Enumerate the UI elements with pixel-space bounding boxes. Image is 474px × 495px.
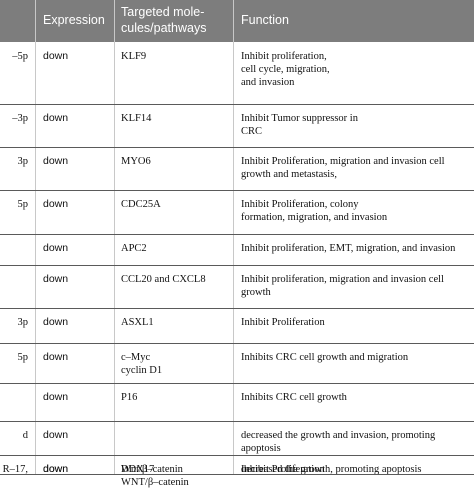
mirna-name-cell: 3p — [0, 308, 30, 343]
row-divider — [0, 190, 474, 191]
function-cell: growth — [241, 287, 271, 298]
function-cell: Inhibits CRC cell growth and migration — [241, 352, 409, 363]
mirna-name: –3p — [12, 113, 28, 124]
mirna-name-cell: 5p — [0, 343, 30, 383]
table-row: down CCL20 and CXCL8 Inhibit proliferation… — [0, 265, 474, 308]
mirna-name: R–17, — [2, 464, 28, 475]
function-cell: Inhibit Proliferation, colony — [241, 199, 359, 210]
function-cell: decreased the growth and invasion, promo… — [241, 430, 436, 441]
expression-cell: down — [43, 463, 69, 475]
target-cell: DDX17 — [121, 464, 155, 475]
table-row: down APC2 Inhibit proliferation, EMT, migr… — [0, 234, 474, 265]
target-cell: MYO6 — [121, 156, 151, 167]
expression-cell: down — [43, 463, 69, 475]
table-row: –3p down KLF14 Inhibit Tumor suppressor in C… — [0, 104, 474, 147]
function-cell: cell cycle, migration, — [241, 64, 330, 75]
function-cell: Inhibit proliferation, — [241, 51, 327, 62]
expression-cell: down — [43, 273, 69, 285]
target-cell: ASXL1 — [121, 317, 154, 328]
target-cell: WNT/β–catenin — [121, 477, 189, 488]
column-divider — [233, 0, 234, 474]
mirna-name-cell: –5p — [0, 42, 30, 104]
row-divider — [0, 383, 474, 384]
function-cell: CRC — [241, 126, 263, 137]
function-cell: Inhibit Proliferation — [241, 317, 325, 328]
expression-cell: down — [43, 316, 69, 328]
mirna-name-cell: 3p — [0, 147, 30, 190]
table-row: down Wnt/β–catenin decreased the growth, p… — [0, 455, 474, 475]
target-cell: CDC25A — [121, 199, 161, 210]
row-divider — [0, 104, 474, 105]
mirna-name-cell: R–17, — [0, 455, 30, 495]
table-header: Expression Targeted mole- cules/pathways… — [0, 0, 474, 42]
row-divider — [0, 147, 474, 148]
table-row: 5p down c–Myc cyclin D1 Inhibits CRC cell gr… — [0, 343, 474, 383]
column-header-targets-line1: Targeted mole- — [121, 5, 205, 19]
mirna-name-cell: –3p — [0, 104, 30, 147]
expression-cell: down — [43, 351, 69, 363]
column-divider — [35, 0, 36, 474]
expression-cell: down — [43, 50, 69, 62]
function-cell: Inhibit proliferation, EMT, migration, a… — [241, 243, 456, 254]
table-row: –5p down KLF9 Inhibit proliferation, cell cy… — [0, 42, 474, 104]
table-row: 5p down CDC25A Inhibit Proliferation, colon… — [0, 190, 474, 234]
mirna-name: 5p — [17, 199, 29, 210]
mirna-name: d — [22, 430, 28, 441]
function-cell: and invasion — [241, 77, 295, 88]
target-cell: KLF9 — [121, 51, 147, 62]
target-cell: c–Myc — [121, 352, 151, 363]
table-row: R–17, down DDX17 WNT/β–catenin Inhibit Proli… — [0, 455, 474, 495]
column-header-expression: Expression — [43, 13, 105, 27]
target-cell: cyclin D1 — [121, 365, 163, 376]
function-cell: apoptosis — [241, 443, 281, 454]
expression-cell: down — [43, 391, 69, 403]
target-cell: KLF14 — [121, 113, 152, 124]
target-cell: Wnt/β–catenin — [121, 464, 183, 475]
target-cell: CCL20 and CXCL8 — [121, 274, 206, 285]
expression-cell: down — [43, 155, 69, 167]
expression-cell: down — [43, 112, 69, 124]
row-divider — [0, 455, 474, 456]
mirna-name: –5p — [12, 51, 28, 62]
table-row: 3p down MYO6 Inhibit Proliferation, migrati… — [0, 147, 474, 190]
expression-cell: down — [43, 242, 69, 254]
mirna-name-cell — [0, 265, 30, 308]
function-cell: Inhibit Tumor suppressor in — [241, 113, 358, 124]
target-cell: P16 — [121, 392, 138, 403]
function-cell: decreased the growth, promoting apoptosi… — [241, 464, 422, 475]
mirna-name: 3p — [17, 156, 29, 167]
table-row: 3p down ASXL1 Inhibit Proliferation — [0, 308, 474, 343]
table-row: down P16 Inhibits CRC cell growth — [0, 383, 474, 421]
mirna-name: 3p — [17, 317, 29, 328]
column-header-function: Function — [241, 13, 289, 27]
function-cell: Inhibit proliferation, migration and inv… — [241, 274, 444, 285]
mirna-name-cell: 5p — [0, 190, 30, 234]
function-cell: Inhibit Proliferation, migration and inv… — [241, 156, 445, 167]
mirna-name-cell — [0, 234, 30, 265]
row-divider — [0, 421, 474, 422]
column-divider — [114, 0, 115, 474]
row-divider — [0, 308, 474, 309]
column-header-targets-line2: cules/pathways — [121, 21, 207, 35]
row-divider — [0, 265, 474, 266]
row-divider — [0, 343, 474, 344]
mirna-name-cell: d — [0, 421, 30, 455]
mirna-name-cell — [0, 383, 30, 421]
function-cell: growth and metastasis, — [241, 169, 337, 180]
function-cell: formation, migration, and invasion — [241, 212, 388, 223]
table-row: d down decreased the growth and invasion, … — [0, 421, 474, 455]
mirna-name: 5p — [17, 352, 29, 363]
row-divider — [0, 234, 474, 235]
function-cell: Inhibit Proliferation — [241, 464, 325, 475]
expression-cell: down — [43, 198, 69, 210]
target-cell: APC2 — [121, 243, 147, 254]
expression-cell: down — [43, 429, 69, 441]
function-cell: Inhibits CRC cell growth — [241, 392, 347, 403]
